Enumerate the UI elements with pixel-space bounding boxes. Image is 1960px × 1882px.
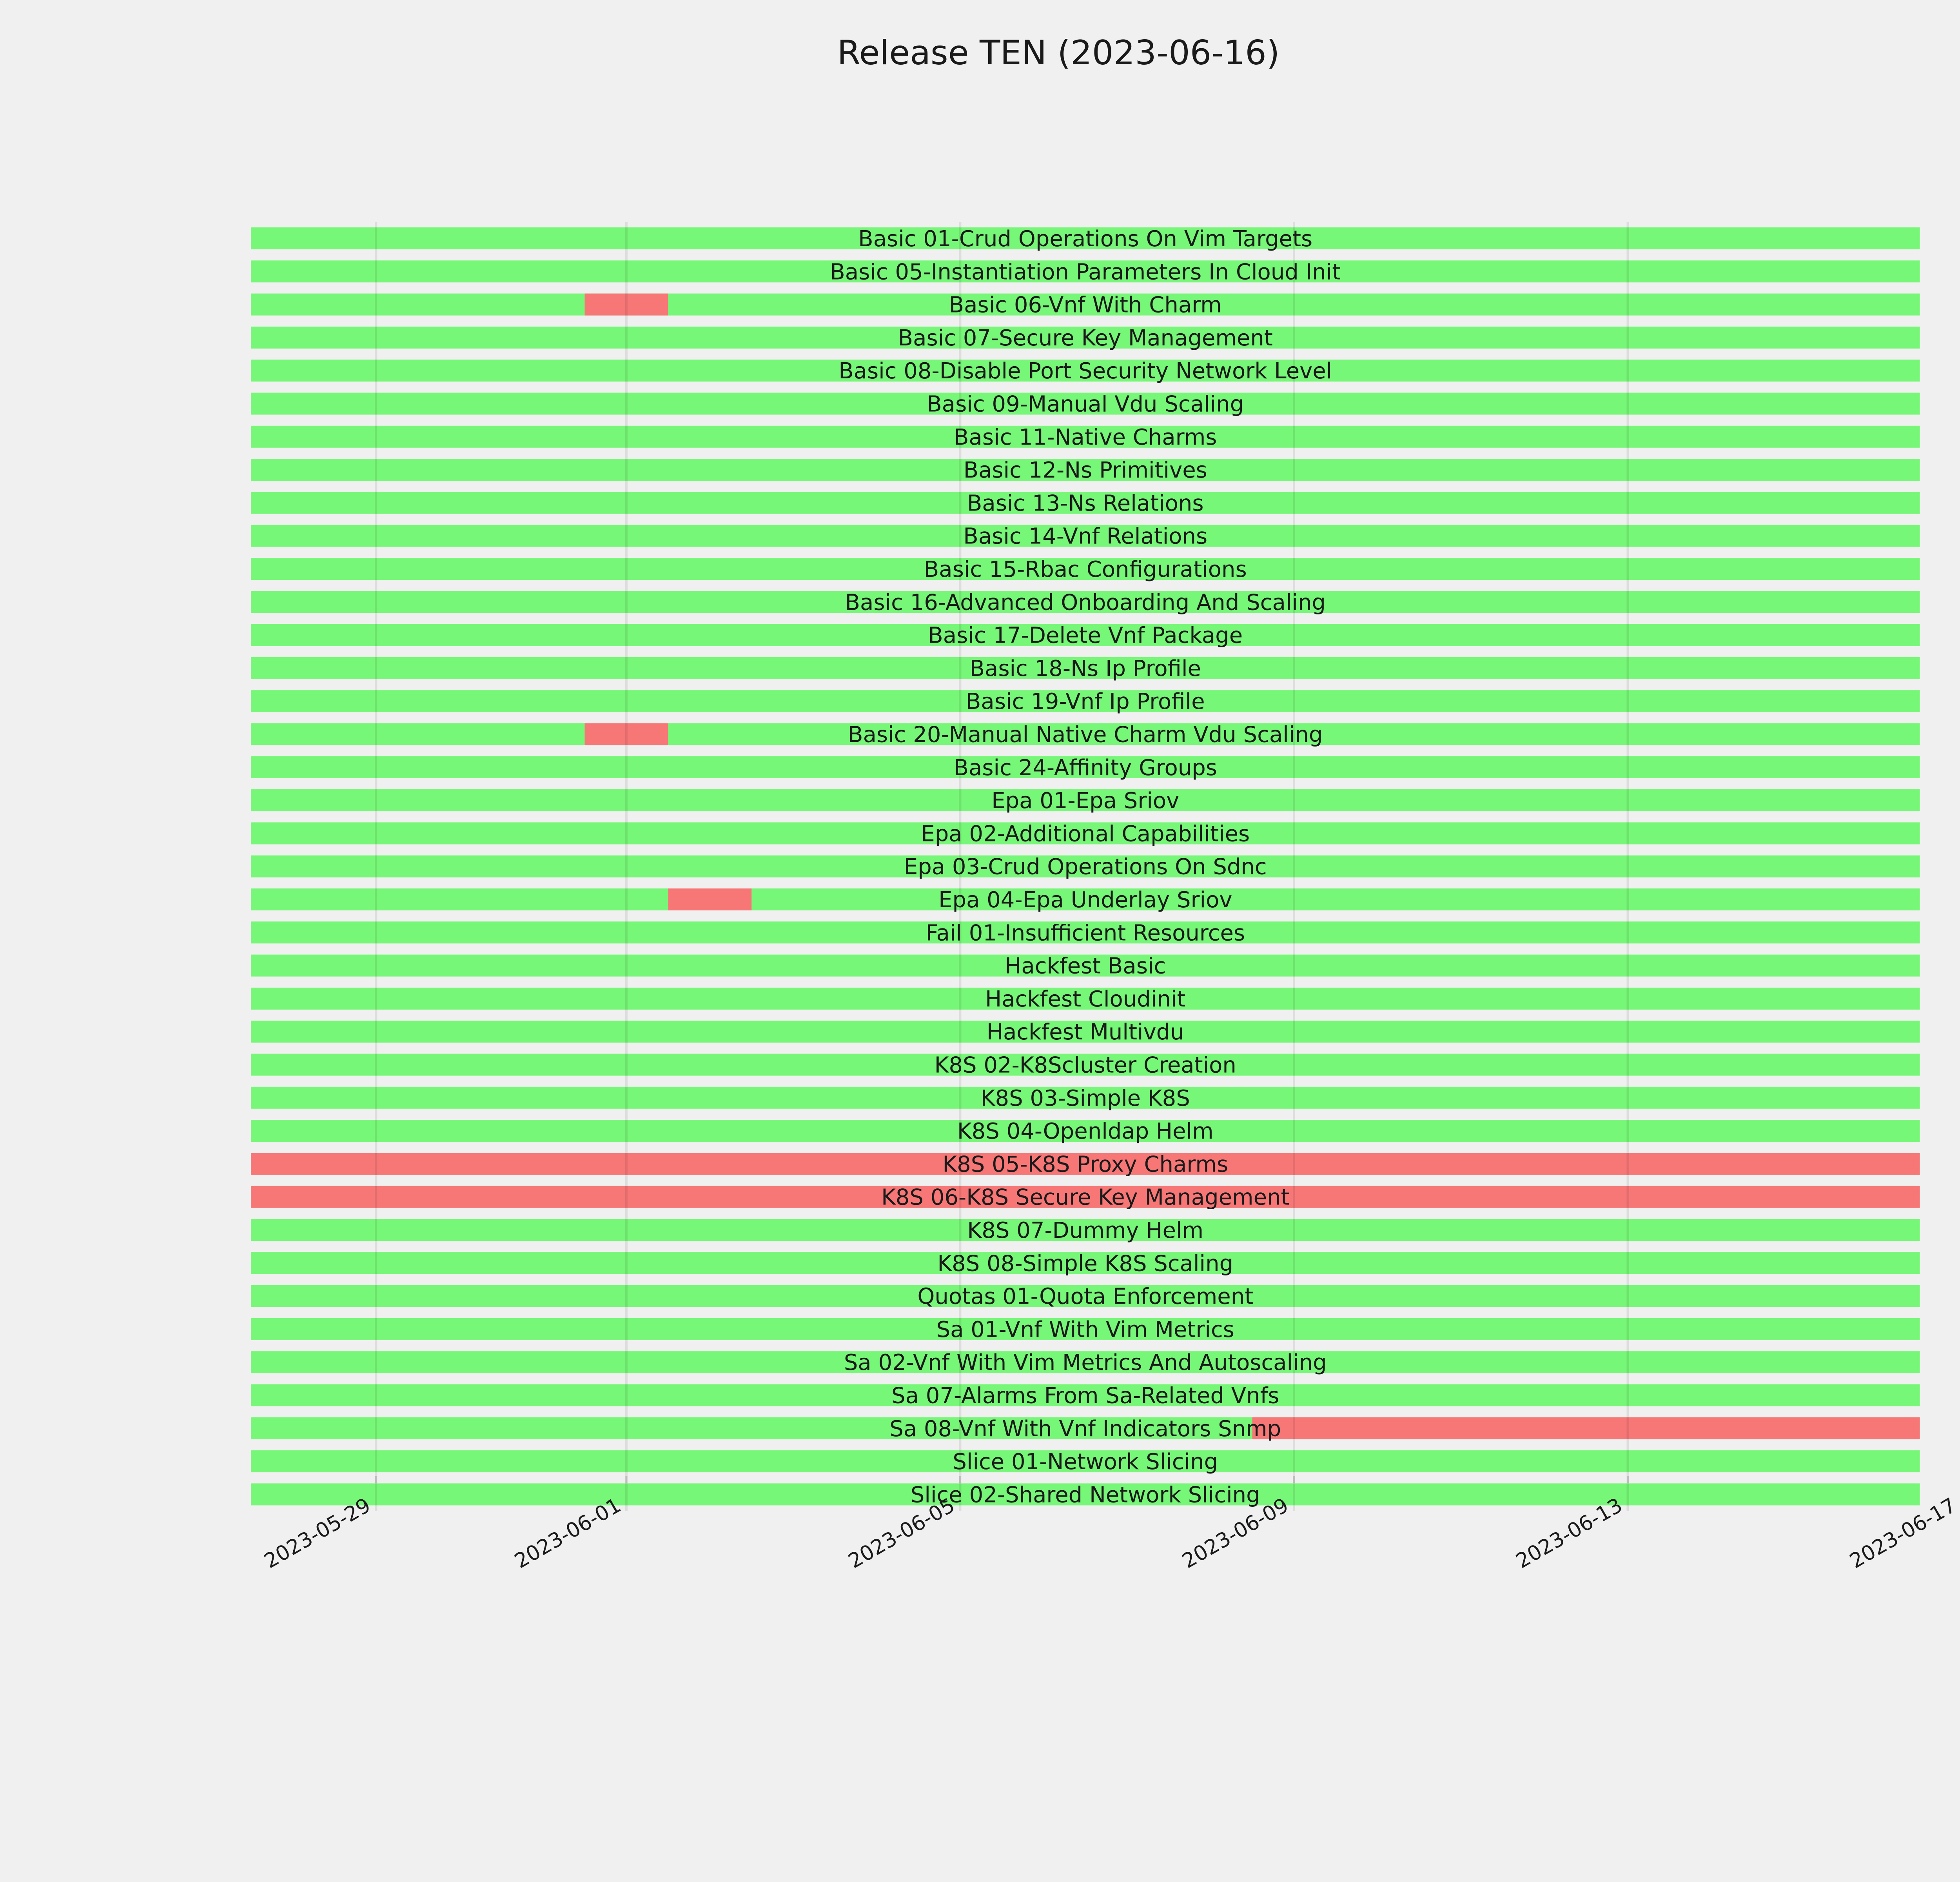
row-label: Fail 01-Insufficient Resources: [926, 920, 1245, 946]
pass-bar: [251, 326, 1920, 349]
pass-bar: [251, 1086, 1920, 1109]
row-label: Basic 05-Instantiation Parameters In Clo…: [830, 259, 1341, 285]
row-label: Sa 01-Vnf With Vim Metrics: [936, 1317, 1234, 1342]
pass-bar: [251, 1384, 1920, 1406]
row-label: Sa 08-Vnf With Vnf Indicators Snmp: [889, 1416, 1281, 1442]
pass-bar: [251, 591, 1920, 613]
x-tick-label: 2023-06-13: [1512, 1493, 1626, 1573]
row-label: Hackfest Basic: [1005, 954, 1166, 979]
row-label: K8S 08-Simple K8S Scaling: [937, 1251, 1233, 1276]
row-label: Hackfest Multivdu: [987, 1019, 1184, 1045]
row-label: Basic 08-Disable Port Security Network L…: [838, 358, 1332, 384]
row-label: Basic 19-Vnf Ip Profile: [966, 689, 1205, 714]
row-label: Basic 01-Crud Operations On Vim Targets: [858, 226, 1312, 252]
pass-bar: [251, 855, 1920, 877]
pass-bar: [251, 1054, 1920, 1076]
x-tick-label: 2023-05-29: [260, 1493, 375, 1573]
row-label: Basic 11-Native Charms: [954, 425, 1217, 450]
pass-bar: [251, 1450, 1920, 1473]
row-label: Basic 15-Rbac Configurations: [924, 557, 1247, 582]
row-label: Basic 09-Manual Vdu Scaling: [927, 392, 1244, 417]
row-label: Basic 07-Secure Key Management: [898, 325, 1273, 351]
pass-bar: [251, 723, 1920, 745]
labels-layer: Basic 01-Crud Operations On Vim Targets B…: [830, 226, 1341, 1508]
fail-bar: [251, 1186, 1920, 1208]
row-label: Basic 24-Affinity Groups: [954, 755, 1217, 781]
pass-bar: [251, 888, 1920, 910]
pass-bar: [251, 921, 1920, 944]
row-label: Slice 01-Network Slicing: [953, 1449, 1218, 1475]
pass-bar: [251, 756, 1920, 778]
grid-layer: [375, 222, 1629, 1511]
row-label: K8S 04-Openldap Helm: [957, 1119, 1214, 1144]
row-label: Basic 12-Ns Primitives: [964, 458, 1207, 483]
row-label: Basic 13-Ns Relations: [967, 490, 1204, 516]
x-tick-label: 2023-06-05: [844, 1493, 959, 1573]
fail-bar: [584, 723, 668, 745]
chart-title: Release TEN (2023-06-16): [837, 33, 1280, 73]
row-label: K8S 05-K8S Proxy Charms: [942, 1152, 1228, 1177]
pass-bar: [251, 260, 1920, 283]
pass-bar: [251, 954, 1920, 977]
pass-bar: [251, 987, 1920, 1010]
pass-bar: [251, 1351, 1920, 1373]
fail-bar: [1252, 1417, 1920, 1439]
row-label: Basic 14-Vnf Relations: [963, 524, 1207, 549]
pass-bar: [251, 492, 1920, 514]
pass-bar: [251, 558, 1920, 580]
pass-bar: [251, 624, 1920, 646]
x-tick-label: 2023-06-17: [1846, 1493, 1960, 1573]
row-label: K8S 02-K8Scluster Creation: [935, 1053, 1236, 1078]
fail-bar: [668, 888, 752, 910]
bars-layer: [251, 227, 1920, 1506]
fail-bar: [584, 293, 668, 316]
pass-bar: [251, 1483, 1920, 1506]
pass-bar: [251, 1021, 1920, 1043]
row-label: Basic 16-Advanced Onboarding And Scaling: [845, 590, 1326, 615]
pass-bar: [251, 657, 1920, 679]
pass-bar: [251, 425, 1920, 448]
row-label: Basic 06-Vnf With Charm: [949, 292, 1222, 318]
row-label: Basic 20-Manual Native Charm Vdu Scaling: [848, 722, 1323, 748]
row-label: Sa 07-Alarms From Sa-Related Vnfs: [891, 1383, 1279, 1409]
pass-bar: [251, 227, 1920, 249]
pass-bar: [251, 1318, 1920, 1340]
row-label: Basic 18-Ns Ip Profile: [970, 656, 1201, 681]
pass-bar: [251, 1252, 1920, 1274]
row-label: Hackfest Cloudinit: [985, 986, 1185, 1012]
pass-bar: [251, 789, 1920, 812]
pass-bar: [251, 1219, 1920, 1241]
pass-bar: [251, 360, 1920, 382]
pass-bar: [251, 392, 1920, 415]
pass-bar: [251, 822, 1920, 845]
pass-bar: [251, 525, 1920, 547]
pass-bar: [251, 459, 1920, 481]
row-label: Epa 02-Additional Capabilities: [921, 821, 1250, 847]
row-label: Epa 03-Crud Operations On Sdnc: [904, 854, 1267, 880]
row-label: Epa 01-Epa Sriov: [991, 788, 1179, 814]
pass-bar: [251, 293, 1920, 316]
fail-bar: [251, 1153, 1920, 1175]
pass-bar: [251, 1285, 1920, 1307]
row-label: Basic 17-Delete Vnf Package: [928, 623, 1243, 649]
row-label: K8S 07-Dummy Helm: [967, 1218, 1204, 1243]
pass-bar: [251, 690, 1920, 712]
row-label: K8S 06-K8S Secure Key Management: [881, 1185, 1289, 1210]
row-label: Slice 02-Shared Network Slicing: [911, 1482, 1260, 1508]
row-label: Quotas 01-Quota Enforcement: [917, 1284, 1253, 1310]
row-label: Sa 02-Vnf With Vim Metrics And Autoscali…: [844, 1350, 1327, 1375]
row-label: Epa 04-Epa Underlay Sriov: [938, 887, 1232, 913]
pass-bar: [251, 1120, 1920, 1142]
x-tick-label: 2023-06-01: [511, 1493, 625, 1573]
row-label: K8S 03-Simple K8S: [981, 1086, 1190, 1111]
